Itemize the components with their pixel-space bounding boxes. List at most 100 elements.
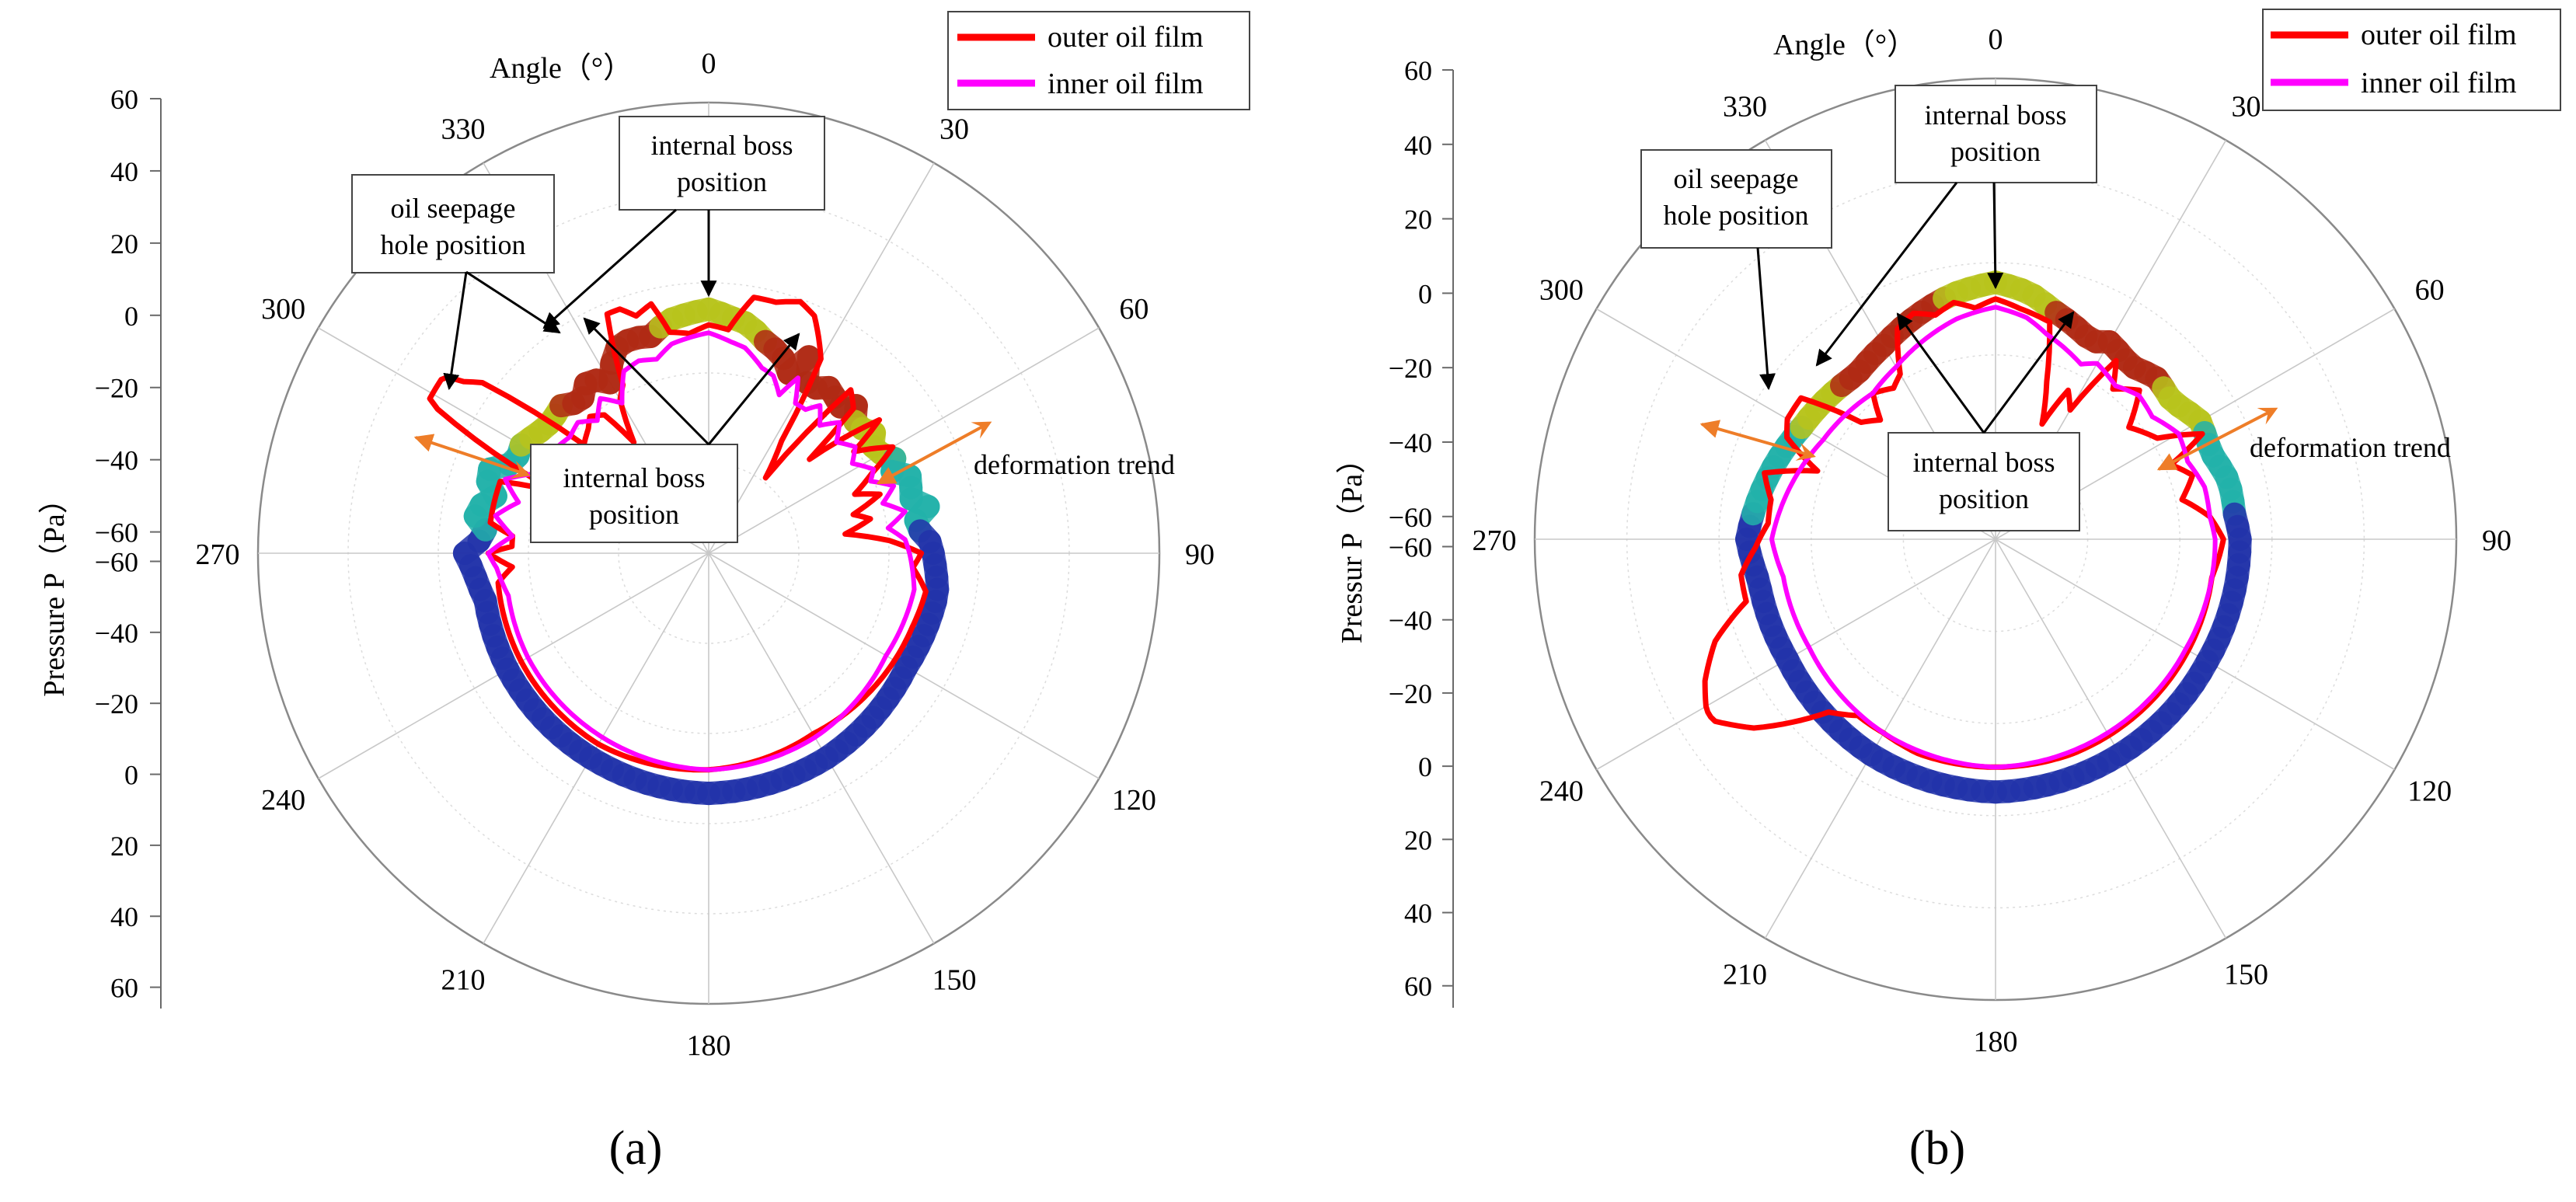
legend-label-inner-b: inner oil film: [2361, 67, 2517, 99]
angle-tick-label: 270: [196, 538, 240, 571]
grid-spoke: [1764, 538, 1996, 939]
angle-tick-label: 60: [1119, 293, 1149, 326]
annotation-deformation-a: deformation trend: [974, 449, 1175, 480]
y-tick-label: 0: [124, 760, 138, 791]
deformation-arrow: [876, 421, 992, 485]
legend-box-a: [947, 11, 1250, 110]
angle-title-b: Angle（°）: [1773, 29, 1916, 61]
y-tick-label: 0: [1418, 278, 1432, 309]
y-tick-label: 60: [1404, 971, 1432, 1002]
angle-ticks-b: 0 30 60 90 120 150 180 210 240 270 300 330: [1473, 23, 2512, 1058]
annotation-seepage-line2-b: hole position: [1664, 200, 1809, 231]
annotation-boss-top-a: internal boss position: [651, 130, 793, 197]
angle-tick-label: 30: [2232, 90, 2261, 123]
panel-label-a: (a): [609, 1122, 663, 1175]
annotation-boss-bottom-a: internal boss position: [563, 462, 706, 530]
pointer-line: [1815, 182, 1958, 367]
angle-tick-label: 150: [932, 963, 977, 996]
deformation-arrow: [413, 434, 531, 479]
annotation-boss-top-line2-a: position: [677, 166, 767, 197]
angle-tick-label: 30: [939, 113, 969, 146]
y-tick-label: 60: [110, 973, 138, 1004]
annotation-box-boss-bottom-a: [530, 444, 738, 543]
pressure-axis-a: 60 40 20 0 −20 −40 −60−60 −40 −20 0 20 40 60: [95, 84, 162, 1009]
ring-segment: [1970, 270, 2007, 297]
legend-label-outer-a: outer oil film: [1047, 21, 1204, 54]
angle-tick-label: 120: [1112, 784, 1156, 817]
annotation-deformation-b: deformation trend: [2250, 432, 2451, 463]
y-tick-label: 40: [110, 901, 138, 932]
deformation-arrow: [1699, 420, 1816, 461]
annotation-box-boss-bottom-b: [1888, 432, 2080, 531]
angle-tick-label: 120: [2407, 775, 2452, 808]
annotation-seepage-b: oil seepage hole position: [1664, 163, 1809, 231]
annotation-boss-bottom-line1-a: internal boss: [563, 462, 706, 493]
angle-tick-label: 0: [1989, 23, 2003, 56]
y-tick-label: −60: [1389, 502, 1432, 533]
legend-label-inner-a: inner oil film: [1047, 68, 1204, 100]
annotation-seepage-line2-a: hole position: [381, 229, 526, 260]
annotation-boss-bottom-line1-b: internal boss: [1913, 447, 2055, 478]
pointer-line: [1982, 311, 2075, 434]
y-tick-label: −40: [1389, 605, 1432, 636]
annotation-boss-top-line1-a: internal boss: [651, 130, 793, 161]
pointer-line: [1987, 182, 2004, 290]
legend-b: outer oil film inner oil film: [2262, 9, 2561, 111]
y-tick-label: −40: [95, 445, 138, 476]
angle-tick-label: 150: [2224, 959, 2268, 991]
angle-title-a: Angle（°）: [490, 52, 633, 85]
angle-tick-label: 270: [1473, 524, 1517, 557]
y-tick-label: −60: [95, 517, 138, 549]
y-tick-label: 20: [1404, 824, 1432, 855]
deformation-arrow: [2156, 407, 2278, 471]
pointer-line: [583, 317, 710, 446]
annotation-boss-bottom-b: internal boss position: [1913, 447, 2055, 514]
angle-tick-label: 330: [1723, 90, 1767, 123]
annotation-box-boss-top-b: [1895, 85, 2097, 183]
y-tick-label: 0: [124, 301, 138, 332]
grid-spoke: [1995, 538, 2227, 939]
annotation-box-seepage-a: [351, 174, 555, 273]
pointer-line: [542, 208, 677, 329]
y-tick-label: 40: [1404, 130, 1432, 161]
y-tick-label: −60: [95, 547, 138, 578]
angle-ticks-a: 0 30 60 90 120 150 180 210 240 270 300 330: [196, 47, 1215, 1062]
y-tick-label: 60: [1404, 55, 1432, 86]
y-tick-label: 40: [1404, 898, 1432, 929]
angle-tick-label: 300: [1539, 274, 1584, 307]
panel-label-b: (b): [1909, 1122, 1965, 1175]
y-tick-label: 20: [110, 228, 138, 260]
annotation-seepage-a: oil seepage hole position: [381, 193, 526, 260]
pressure-axis-b: 60 40 20 0 −20 −40 −60−60 −40 −20 0 20 40 60: [1389, 55, 1454, 1008]
annotation-boss-top-line1-b: internal boss: [1925, 99, 2067, 131]
angle-tick-label: 180: [687, 1030, 731, 1062]
legend-a: outer oil film inner oil film: [947, 11, 1250, 110]
angle-tick-label: 0: [702, 47, 716, 80]
y-tick-label: −20: [95, 688, 138, 719]
angle-tick-label: 60: [2415, 274, 2445, 307]
annotation-box-boss-top-a: [619, 116, 825, 211]
pointer-line: [1896, 312, 1985, 434]
grid-spoke: [708, 327, 1100, 554]
deformation-ring-a: [452, 297, 950, 806]
angle-tick-label: 210: [441, 963, 486, 996]
angle-tick-label: 240: [1539, 775, 1584, 808]
annotation-boss-bottom-line2-b: position: [1939, 483, 2029, 514]
annotation-seepage-line1-a: oil seepage: [391, 193, 516, 224]
y-tick-label: −20: [1389, 678, 1432, 709]
panel-a: 60 40 20 0 −20 −40 −60−60 −40 −20 0 20 40 60 0 30 60 90…: [38, 11, 1250, 1175]
pointer-line: [465, 270, 561, 334]
legend-box-b: [2262, 9, 2561, 111]
y-tick-label: 0: [1418, 751, 1432, 782]
annotation-box-seepage-b: [1640, 149, 1832, 249]
y-tick-label: −40: [1389, 427, 1432, 458]
y-tick-label: 20: [1404, 204, 1432, 235]
angle-tick-label: 240: [261, 784, 305, 817]
y-tick-label: −40: [95, 618, 138, 649]
annotations-b: internal boss position oil seepage hole po…: [1640, 85, 2451, 531]
annotations-a: internal boss position oil seepage hole po…: [351, 116, 1175, 543]
angle-tick-label: 90: [2482, 524, 2512, 557]
y-tick-label: −20: [95, 373, 138, 404]
annotation-boss-top-b: internal boss position: [1925, 99, 2067, 167]
